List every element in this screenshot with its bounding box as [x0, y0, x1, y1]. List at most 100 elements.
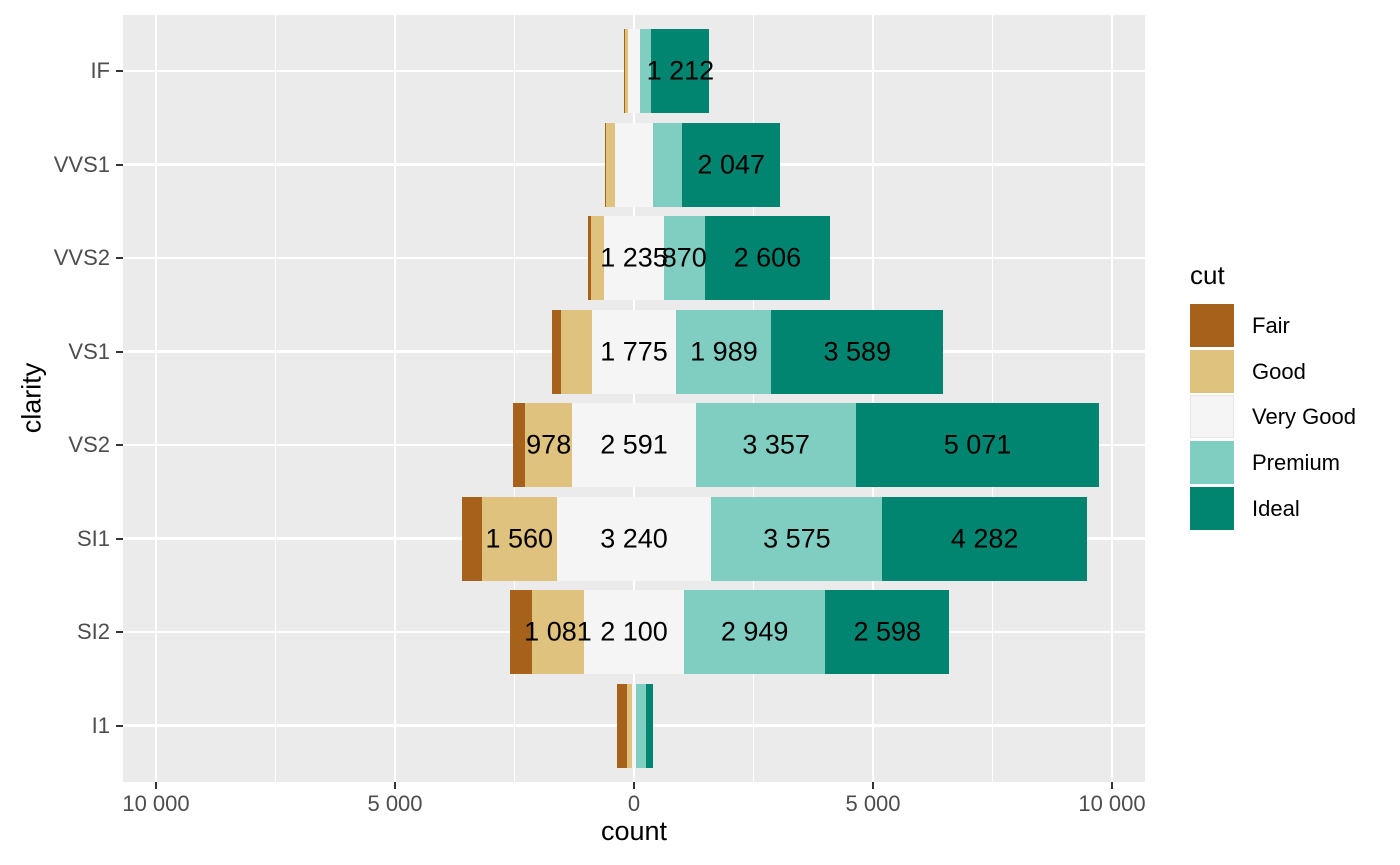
- x-axis-tick-label: 10 000: [1078, 791, 1146, 816]
- bar-segment-good: [590, 216, 605, 300]
- plot-panel: 1 212 2 047 1 235 870 2 606 1 775 1 989 3 589 2 …: [123, 15, 1145, 782]
- y-axis-title: clarity: [16, 362, 47, 434]
- legend-title: cut: [1190, 260, 1225, 290]
- bar-segment-very-good: [604, 216, 664, 300]
- gridline-vertical-major: [1110, 15, 1114, 782]
- bar-segment-ideal: [645, 683, 653, 768]
- bar-segment-premium: [636, 683, 646, 768]
- bar-segment-fair: [509, 590, 533, 674]
- bar-label: 2 598: [853, 616, 922, 647]
- bar-segment-premium: [663, 216, 706, 300]
- legend-key-fair: [1190, 304, 1234, 347]
- x-axis-tick-label: 5 000: [367, 791, 423, 816]
- x-axis-tick-label: 5 000: [845, 791, 901, 816]
- bar-label: 1 081: [524, 616, 592, 647]
- bar-segment-ideal: [682, 122, 781, 207]
- bar-segment-good: [606, 122, 616, 207]
- bar-label: 1 775: [600, 336, 668, 366]
- y-axis-tick-mark: [116, 631, 123, 633]
- bar-segment-very-good: [627, 29, 641, 113]
- legend-label-premium: Premium: [1252, 450, 1341, 476]
- y-axis-tick-mark: [116, 163, 123, 166]
- bar-label: 2 949: [720, 616, 789, 647]
- bar-label: 1 212: [646, 55, 715, 86]
- bar-segment-good: [525, 403, 573, 487]
- gridline-vertical-minor: [991, 15, 994, 782]
- x-axis-tick-mark: [394, 782, 396, 789]
- bar-segment-ideal: [651, 29, 710, 113]
- gridline-vertical-major: [871, 15, 875, 782]
- bar-label: 1 989: [690, 336, 758, 366]
- bar-label: 2 047: [697, 149, 766, 179]
- x-axis-tick-mark: [633, 782, 635, 789]
- y-axis-tick-label: IF: [90, 58, 110, 83]
- bar-segment-very-good: [631, 683, 636, 768]
- bar-segment-very-good: [572, 403, 696, 487]
- bar-segment-good: [532, 590, 584, 674]
- bar-segment-ideal: [825, 590, 950, 674]
- legend-label-good: Good: [1252, 358, 1306, 384]
- bar-segment-fair: [462, 496, 482, 581]
- bar-label: 3 357: [742, 429, 810, 460]
- bar-segment-very-good: [583, 590, 685, 674]
- x-axis-title: count: [600, 816, 668, 846]
- bar-segment-ideal: [856, 403, 1099, 487]
- bar-label: 3 575: [763, 523, 831, 553]
- x-axis-tick-mark: [1111, 782, 1113, 789]
- x-axis-tick-mark: [872, 782, 874, 789]
- bar-label: 3 589: [823, 336, 892, 366]
- bar-label: 5 071: [943, 429, 1012, 460]
- bar-segment-fair: [587, 216, 591, 300]
- bar-label: 2 606: [733, 242, 802, 273]
- legend-key-good: [1190, 349, 1234, 393]
- bar-segment-premium: [640, 29, 652, 113]
- bar-segment-fair: [617, 683, 628, 768]
- x-axis-tick-label: 0: [627, 791, 641, 816]
- y-axis-tick-label: VVS2: [53, 245, 110, 270]
- legend-label-very-good: Very Good: [1252, 404, 1356, 430]
- bar-label: 1 560: [485, 523, 554, 553]
- bar-label: 978: [526, 429, 572, 460]
- gridline-vertical-major: [632, 15, 636, 782]
- gridline-vertical-minor: [274, 15, 277, 782]
- bar-segment-good: [560, 309, 592, 394]
- bar-segment-good: [624, 29, 628, 113]
- bar-segment-premium: [711, 496, 883, 581]
- y-axis-tick-label: SI2: [76, 619, 110, 644]
- bar-segment-premium: [676, 309, 772, 394]
- bar-label: 4 282: [950, 523, 1019, 553]
- legend-label-fair: Fair: [1252, 313, 1290, 338]
- y-axis-tick-label: I1: [91, 712, 110, 738]
- y-axis-tick-mark: [116, 70, 123, 72]
- gridline-vertical-minor: [513, 15, 516, 782]
- legend-key-premium: [1190, 441, 1234, 485]
- bar-segment-ideal: [882, 496, 1087, 581]
- bar-segment-very-good: [556, 496, 712, 581]
- bar-segment-fair: [552, 309, 561, 394]
- gridline-vertical-major: [154, 15, 158, 782]
- x-axis-tick-label: 10 000: [122, 791, 190, 816]
- legend-label-ideal: Ideal: [1252, 495, 1300, 521]
- bar-segment-good: [627, 683, 632, 768]
- y-axis-tick-label: VS2: [68, 432, 110, 457]
- y-axis-tick-mark: [116, 444, 123, 446]
- bar-segment-fair: [605, 122, 607, 207]
- y-axis-tick-label: VS1: [68, 338, 110, 364]
- bar-segment-very-good: [591, 309, 677, 394]
- bar-segment-fair: [512, 403, 526, 487]
- bar-segment-very-good: [615, 122, 653, 207]
- bar-label: 2 591: [600, 429, 668, 460]
- y-axis-tick-mark: [116, 724, 123, 727]
- y-axis-tick-mark: [116, 350, 123, 353]
- bar-label: 3 240: [600, 523, 668, 553]
- gridline-vertical-minor: [752, 15, 755, 782]
- legend-key-ideal: [1190, 486, 1234, 530]
- bar-label: 870: [661, 242, 707, 273]
- y-axis-tick-mark: [116, 257, 123, 259]
- bar-segment-ideal: [771, 309, 944, 394]
- legend-key-very-good: [1190, 395, 1234, 439]
- bar-label: 1 235: [600, 242, 668, 273]
- y-axis-tick-mark: [116, 537, 123, 540]
- bar-segment-ideal: [705, 216, 830, 300]
